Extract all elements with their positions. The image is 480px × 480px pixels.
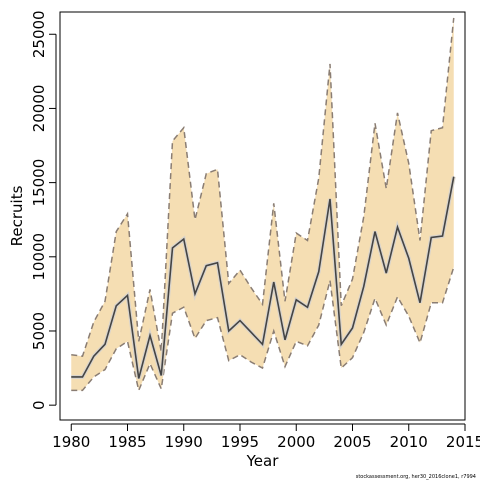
x-tick-label: 2010 bbox=[390, 433, 428, 451]
y-tick-label: 20000 bbox=[30, 85, 48, 133]
x-tick-label: 2005 bbox=[333, 433, 371, 451]
y-axis: 0 5000 10000 15000 20000 25000 bbox=[30, 10, 57, 410]
estimate-line bbox=[71, 176, 455, 379]
x-tick-label: 1995 bbox=[221, 433, 259, 451]
x-tick-label: 2000 bbox=[277, 433, 315, 451]
y-tick-label: 0 bbox=[30, 400, 48, 410]
y-tick-label: 10000 bbox=[30, 233, 48, 281]
footnote: stockassessment.org, her30_2016clone1, r… bbox=[356, 474, 476, 480]
series-line-layer bbox=[71, 17, 456, 393]
y-tick-label: 25000 bbox=[30, 10, 48, 58]
y-axis-title: Recruits bbox=[8, 185, 26, 246]
x-tick-label: 1985 bbox=[108, 433, 146, 451]
lower-bound-line bbox=[71, 266, 455, 393]
plot-frame bbox=[59, 11, 466, 421]
x-tick-label: 2015 bbox=[446, 433, 480, 451]
x-axis-title: Year bbox=[246, 452, 280, 470]
x-axis: 1980 1985 1990 1995 2000 2005 2010 2015 bbox=[52, 423, 480, 451]
x-tick-label: 1990 bbox=[165, 433, 203, 451]
x-tick-label: 1980 bbox=[52, 433, 90, 451]
upper-bound-line bbox=[71, 17, 455, 358]
y-tick-label: 15000 bbox=[30, 159, 48, 207]
y-tick-label: 5000 bbox=[30, 312, 48, 350]
